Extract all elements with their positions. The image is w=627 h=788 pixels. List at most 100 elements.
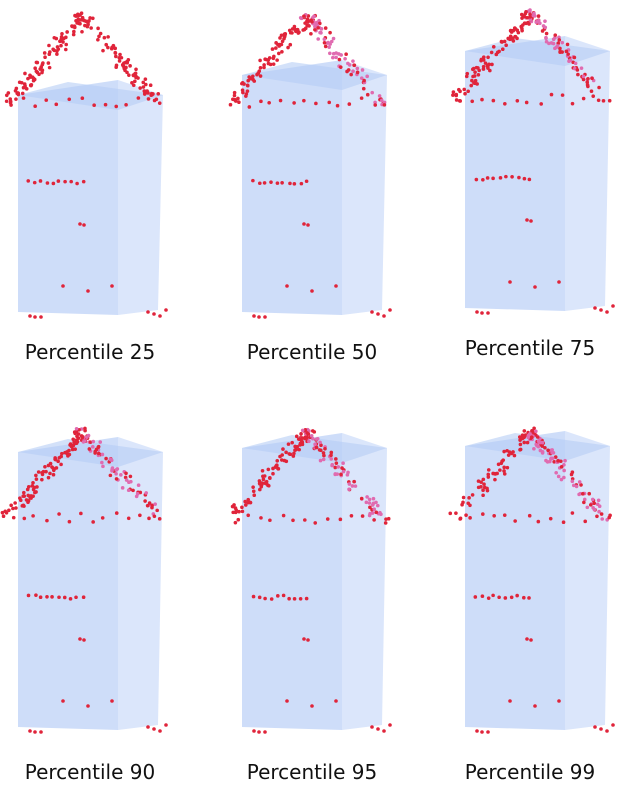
- point: [457, 88, 461, 92]
- point: [293, 597, 297, 601]
- point: [274, 41, 278, 45]
- point: [132, 83, 136, 87]
- point: [313, 521, 317, 525]
- point: [310, 704, 314, 708]
- point: [544, 36, 548, 40]
- point: [593, 508, 597, 512]
- point: [124, 103, 128, 107]
- point: [486, 66, 490, 70]
- point: [332, 52, 336, 56]
- point: [22, 517, 26, 521]
- box-front: [18, 80, 118, 315]
- point: [275, 459, 279, 463]
- point: [242, 82, 246, 86]
- point: [28, 729, 32, 733]
- point: [104, 103, 108, 107]
- point: [270, 597, 274, 601]
- point: [527, 22, 531, 26]
- point: [20, 81, 24, 85]
- point: [347, 487, 351, 491]
- point: [454, 511, 458, 515]
- point: [7, 91, 11, 95]
- point: [597, 86, 601, 90]
- point: [275, 463, 279, 467]
- point: [43, 51, 47, 55]
- point: [516, 99, 520, 103]
- point: [374, 511, 378, 515]
- point: [93, 450, 97, 454]
- point: [504, 175, 508, 179]
- point: [88, 16, 92, 20]
- point: [487, 596, 491, 600]
- point: [271, 47, 275, 51]
- point: [292, 101, 296, 105]
- point: [146, 725, 150, 729]
- point: [477, 479, 481, 483]
- point: [355, 67, 359, 71]
- point: [576, 68, 580, 72]
- point: [590, 89, 594, 93]
- point: [361, 68, 365, 72]
- point: [464, 513, 468, 517]
- point: [525, 16, 529, 20]
- point: [26, 488, 30, 492]
- point: [550, 93, 554, 97]
- panel-label: Percentile 75: [430, 336, 627, 360]
- point: [548, 460, 552, 464]
- point: [560, 465, 564, 469]
- point: [81, 96, 85, 100]
- point: [543, 19, 547, 23]
- point: [299, 597, 303, 601]
- point: [153, 502, 157, 506]
- point: [39, 179, 43, 183]
- point: [492, 99, 496, 103]
- point: [595, 514, 599, 518]
- point: [492, 514, 496, 518]
- point: [537, 14, 541, 18]
- point: [348, 482, 352, 486]
- point: [591, 498, 595, 502]
- panel-render: [5, 11, 168, 318]
- point: [57, 179, 61, 183]
- point: [334, 457, 338, 461]
- point: [589, 503, 593, 507]
- point: [302, 637, 306, 641]
- point: [527, 596, 531, 600]
- point: [494, 53, 498, 57]
- point: [288, 43, 292, 47]
- point: [81, 436, 85, 440]
- point: [152, 727, 156, 731]
- point: [310, 20, 314, 24]
- panel-render: [1, 427, 168, 734]
- point: [370, 725, 374, 729]
- point: [97, 35, 101, 39]
- point: [284, 451, 288, 455]
- point: [258, 596, 262, 600]
- point: [511, 450, 515, 454]
- point: [582, 75, 586, 79]
- point: [77, 436, 81, 440]
- point: [571, 479, 575, 483]
- point: [252, 79, 256, 83]
- point: [124, 471, 128, 475]
- point: [502, 466, 506, 470]
- point: [109, 474, 113, 478]
- point: [541, 441, 545, 445]
- point: [287, 597, 291, 601]
- point: [483, 486, 487, 490]
- point: [279, 99, 283, 103]
- point: [382, 314, 386, 318]
- point: [27, 594, 31, 598]
- point: [560, 478, 564, 482]
- point: [580, 66, 584, 70]
- point: [22, 491, 26, 495]
- point: [113, 47, 117, 51]
- point: [495, 472, 499, 476]
- point: [80, 30, 84, 34]
- point: [229, 103, 233, 107]
- point: [510, 175, 514, 179]
- point: [263, 181, 267, 185]
- point: [376, 312, 380, 316]
- point: [466, 89, 470, 93]
- point: [55, 466, 59, 470]
